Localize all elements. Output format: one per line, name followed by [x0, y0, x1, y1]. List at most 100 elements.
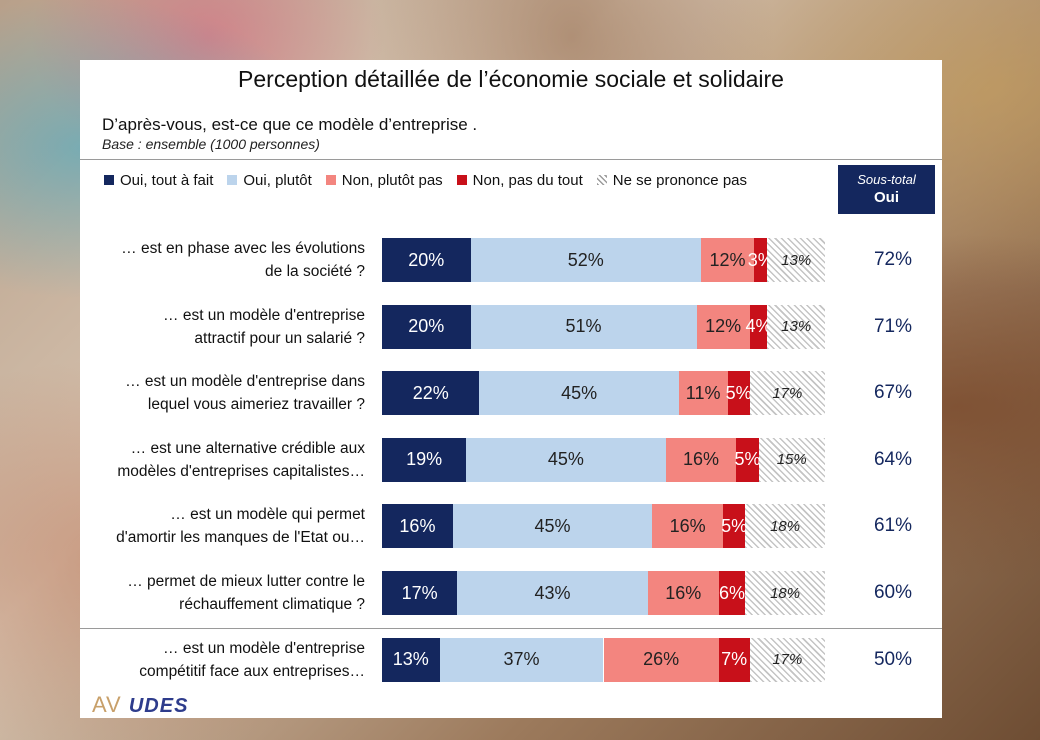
- legend-swatch: [325, 175, 336, 185]
- logo-udes: UDES: [128, 695, 189, 717]
- stacked-bar: 13% 37% 26% 7% 17%: [382, 637, 825, 682]
- question-text: D’après-vous, est-ce que ce modèle d’ent…: [102, 115, 478, 134]
- legend-swatch: [596, 175, 607, 185]
- data-label: 12%: [709, 249, 746, 270]
- data-label: 5%: [725, 382, 752, 403]
- data-label: 3%: [747, 249, 774, 270]
- seg-non-pas-du-tout: 5%: [721, 504, 748, 549]
- seg-non-pas-du-tout: 5%: [725, 371, 752, 416]
- legend-item-non-pas-du-tout: Non, pas du tout: [456, 171, 583, 189]
- seg-oui-tout-a-fait: 20%: [382, 304, 471, 349]
- subtotal-value: 67%: [873, 382, 913, 404]
- seg-oui-plutot: 43%: [457, 571, 648, 615]
- stacked-bar: 20% 51% 12% 4% 13%: [382, 304, 825, 349]
- row-label-line: … est un modèle d'entreprise dans: [125, 373, 365, 391]
- stacked-bar: 17% 43% 16% 6% 18%: [382, 571, 825, 615]
- data-label: 19%: [406, 449, 443, 470]
- legend-swatch: [104, 175, 114, 185]
- row-label-line: lequel vous aimeriez travailler ?: [147, 396, 365, 414]
- subtotal-value: 72%: [873, 249, 913, 270]
- seg-oui-tout-a-fait: 17%: [382, 571, 458, 615]
- legend: Oui, tout à fait Oui, plutôt Non, plutôt…: [104, 171, 747, 189]
- row-label: … est en phase avec les évolutions de la …: [65, 237, 365, 283]
- data-label: 17%: [772, 384, 803, 402]
- stacked-bar: 16% 45% 16% 5% 18%: [382, 504, 825, 549]
- bottom-divider: [80, 628, 942, 629]
- row-label: … est une alternative crédible aux modèle…: [65, 437, 365, 483]
- data-label: 6%: [718, 582, 745, 603]
- seg-ne-se-prononce-pas: 18%: [745, 504, 825, 549]
- legend-label: Ne se prononce pas: [612, 171, 748, 189]
- seg-oui-tout-a-fait: 13%: [382, 637, 440, 682]
- data-label: 20%: [408, 249, 445, 270]
- seg-non-plutot-pas: 16%: [647, 571, 719, 615]
- data-label: 7%: [721, 649, 748, 670]
- legend-item-ne-se-prononce-pas: Ne se prononce pas: [596, 171, 748, 189]
- stacked-bar: 22% 45% 11% 5% 17%: [382, 371, 825, 416]
- seg-ne-se-prononce-pas: 15%: [758, 437, 825, 482]
- row-label: … est un modèle qui permet d'amortir les …: [65, 503, 365, 549]
- chart-title: Perception détaillée de l’économie socia…: [238, 66, 784, 92]
- data-label: 5%: [721, 515, 748, 536]
- seg-non-plutot-pas: 16%: [652, 504, 724, 549]
- seg-oui-tout-a-fait: 22%: [382, 371, 480, 416]
- legend-item-oui-plutot: Oui, plutôt: [227, 171, 312, 189]
- seg-oui-tout-a-fait: 19%: [382, 437, 467, 482]
- subtotal-value: 64%: [873, 448, 913, 470]
- row-label-line: modèles d'entreprises capitalistes…: [117, 462, 365, 480]
- data-label: 5%: [734, 449, 761, 470]
- data-label: 37%: [503, 649, 540, 670]
- seg-oui-plutot: 51%: [470, 304, 697, 349]
- row-label: … est un modèle d'entreprise attractif po…: [65, 304, 365, 350]
- subtotal-header-line2: Oui: [874, 189, 899, 206]
- seg-oui-plutot: 45%: [466, 437, 666, 482]
- seg-non-pas-du-tout: 4%: [746, 304, 772, 349]
- data-label: 16%: [682, 449, 719, 470]
- seg-oui-plutot: 45%: [452, 504, 653, 549]
- seg-oui-plutot: 45%: [479, 371, 679, 416]
- seg-non-pas-du-tout: 5%: [734, 437, 761, 482]
- subtotal-header: Sous-total Oui: [838, 165, 935, 214]
- base-text: Base : ensemble (1000 personnes): [102, 136, 320, 152]
- row-label-line: … est un modèle d'entreprise: [163, 639, 365, 657]
- seg-oui-plutot: 52%: [470, 238, 701, 282]
- data-label: 17%: [772, 651, 803, 669]
- data-label: 16%: [399, 515, 436, 536]
- seg-oui-tout-a-fait: 16%: [382, 504, 453, 549]
- data-label: 16%: [669, 515, 706, 536]
- data-label: 52%: [567, 249, 604, 270]
- row-label-line: d'amortir les manques de l'Etat ou…: [116, 529, 365, 547]
- data-label: 18%: [770, 517, 801, 535]
- data-label: 13%: [392, 649, 429, 670]
- data-label: 12%: [705, 316, 742, 337]
- seg-ne-se-prononce-pas: 18%: [745, 571, 825, 615]
- subtotal-value: 50%: [873, 648, 913, 670]
- data-label: 11%: [685, 382, 721, 403]
- seg-non-plutot-pas: 12%: [696, 304, 750, 349]
- chart-card: Perception détaillée de l’économie socia…: [80, 60, 942, 718]
- seg-non-plutot-pas: 16%: [665, 437, 737, 482]
- seg-ne-se-prononce-pas: 13%: [767, 238, 825, 282]
- row-label-line: réchauffement climatique ?: [179, 596, 365, 613]
- seg-non-pas-du-tout: 6%: [718, 571, 746, 615]
- seg-ne-se-prononce-pas: 17%: [749, 637, 825, 682]
- stacked-bar: 19% 45% 16% 5% 15%: [382, 437, 825, 482]
- subtotal-value: 71%: [873, 315, 913, 337]
- legend-label: Oui, tout à fait: [120, 171, 214, 189]
- data-label: 17%: [401, 582, 438, 603]
- row-label-line: compétitif face aux entreprises…: [139, 662, 365, 680]
- seg-non-pas-du-tout: 7%: [718, 637, 750, 682]
- row-label: … permet de mieux lutter contre le réchau…: [65, 570, 365, 616]
- subtotal-value: 61%: [873, 515, 913, 537]
- row-label-line: … est un modèle qui permet: [170, 506, 365, 524]
- stacked-bar: 20% 52% 12% 3% 13%: [382, 238, 825, 282]
- data-label: 16%: [665, 582, 702, 603]
- legend-label: Non, pas du tout: [472, 171, 583, 189]
- data-label: 15%: [776, 451, 807, 469]
- row-label-line: … est une alternative crédible aux: [130, 439, 365, 457]
- legend-swatch: [456, 175, 467, 185]
- data-label: 13%: [781, 318, 812, 336]
- seg-non-plutot-pas: 12%: [700, 238, 755, 282]
- seg-oui-tout-a-fait: 20%: [382, 238, 471, 282]
- row-label-line: … est en phase avec les évolutions: [121, 240, 365, 257]
